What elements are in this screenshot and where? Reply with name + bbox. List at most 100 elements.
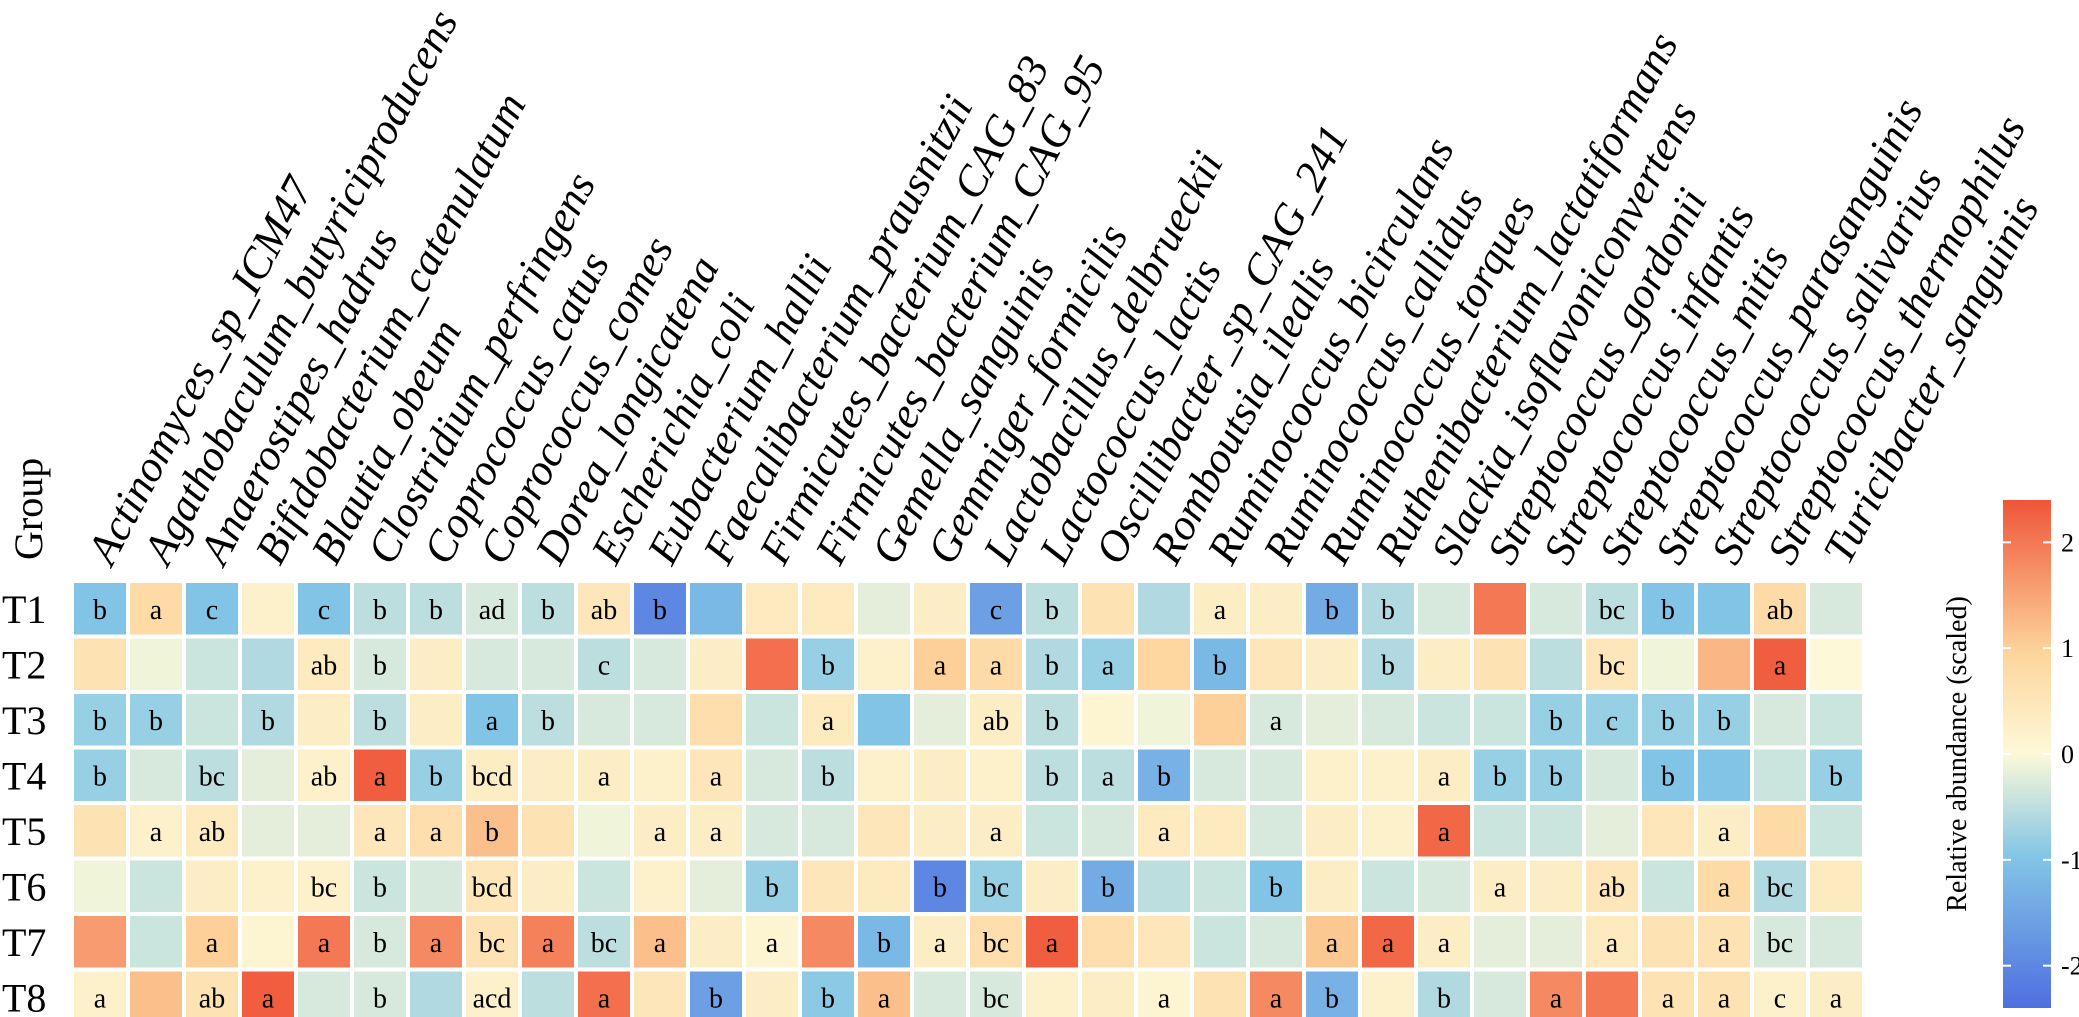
row-label: T8 xyxy=(2,975,46,1017)
significance-letter: b xyxy=(93,761,107,792)
heatmap-cell xyxy=(1082,805,1134,857)
heatmap-cell xyxy=(578,694,630,746)
heatmap-cell xyxy=(242,971,294,1017)
heatmap-cell xyxy=(1474,694,1526,746)
significance-letter: b xyxy=(373,706,387,737)
significance-letter: b xyxy=(1829,761,1843,792)
heatmap-cell xyxy=(354,694,406,746)
heatmap-cell xyxy=(74,971,126,1017)
heatmap-cell xyxy=(970,638,1022,690)
heatmap-cell xyxy=(914,860,966,912)
significance-letter: a xyxy=(654,928,667,959)
heatmap-cell xyxy=(802,583,854,635)
heatmap-cell xyxy=(634,583,686,635)
heatmap-cell xyxy=(858,583,910,635)
heatmap-cell xyxy=(858,916,910,968)
significance-letter: b xyxy=(821,761,835,792)
significance-letter: a xyxy=(1102,761,1115,792)
significance-letter: b xyxy=(1381,650,1395,681)
heatmap-cell xyxy=(1586,916,1638,968)
heatmap-cell xyxy=(1362,583,1414,635)
heatmap-cell xyxy=(746,638,798,690)
heatmap-cell xyxy=(690,860,742,912)
heatmap-cell xyxy=(298,971,350,1017)
heatmap-cell xyxy=(914,805,966,857)
heatmap-cell xyxy=(690,749,742,801)
significance-letter: b xyxy=(1045,761,1059,792)
heatmap-cell xyxy=(1026,805,1078,857)
significance-letter: bc xyxy=(479,928,505,959)
heatmap-cell xyxy=(1306,805,1358,857)
heatmap-cell xyxy=(1306,583,1358,635)
heatmap-cell xyxy=(970,805,1022,857)
heatmap-cell xyxy=(1530,694,1582,746)
heatmap-cell xyxy=(1138,971,1190,1017)
significance-letter: b xyxy=(373,928,387,959)
significance-letter: ab xyxy=(1599,872,1625,903)
significance-letter: b xyxy=(1045,706,1059,737)
heatmap-cell xyxy=(298,860,350,912)
heatmap-cell xyxy=(1306,971,1358,1017)
significance-letter: b xyxy=(93,706,107,737)
heatmap-cell xyxy=(1586,583,1638,635)
significance-letter: acd xyxy=(473,983,512,1014)
significance-letter: b xyxy=(821,983,835,1014)
heatmap-cell xyxy=(466,749,518,801)
heatmap-cell xyxy=(1810,805,1862,857)
significance-letter: bc xyxy=(1599,595,1625,626)
heatmap-cell xyxy=(1698,916,1750,968)
heatmap-cell xyxy=(466,860,518,912)
heatmap-cell xyxy=(634,805,686,857)
significance-letter: a xyxy=(1158,983,1171,1014)
significance-letter: b xyxy=(429,595,443,626)
heatmap-cell xyxy=(1306,916,1358,968)
heatmap-cell xyxy=(1474,860,1526,912)
heatmap-cell xyxy=(186,749,238,801)
heatmap-cell xyxy=(690,694,742,746)
heatmap-cell xyxy=(522,916,574,968)
significance-letter: b xyxy=(1661,595,1675,626)
heatmap-cell xyxy=(1754,971,1806,1017)
significance-letter: a xyxy=(598,761,611,792)
heatmap-cell xyxy=(1250,638,1302,690)
significance-letter: a xyxy=(1662,983,1675,1014)
significance-letter: a xyxy=(150,595,163,626)
significance-letter: a xyxy=(430,928,443,959)
heatmap-cell xyxy=(1530,583,1582,635)
heatmap-cell xyxy=(802,860,854,912)
heatmap-cell xyxy=(1194,583,1246,635)
significance-letter: b xyxy=(653,595,667,626)
heatmap-cell xyxy=(1698,971,1750,1017)
heatmap-cell xyxy=(1250,971,1302,1017)
significance-letter: bc xyxy=(1599,650,1625,681)
heatmap-cell xyxy=(1138,749,1190,801)
heatmap-cell xyxy=(186,638,238,690)
heatmap-cell xyxy=(1530,749,1582,801)
heatmap-cell xyxy=(130,916,182,968)
heatmap-cell xyxy=(74,583,126,635)
heatmap-cell xyxy=(1698,583,1750,635)
heatmap-cell xyxy=(746,971,798,1017)
significance-letter: b xyxy=(261,706,275,737)
heatmap-cell xyxy=(466,583,518,635)
heatmap-cell xyxy=(130,805,182,857)
heatmap-cell xyxy=(578,749,630,801)
significance-letter: c xyxy=(1774,983,1786,1014)
heatmap-cell xyxy=(354,971,406,1017)
heatmap-cell xyxy=(242,805,294,857)
colorbar-tick-label: 1 xyxy=(2061,634,2074,663)
heatmap-cell xyxy=(1586,749,1638,801)
significance-letter: a xyxy=(822,706,835,737)
heatmap-cell xyxy=(522,860,574,912)
heatmap-cell xyxy=(1810,638,1862,690)
significance-letter: bc xyxy=(1767,872,1793,903)
heatmap-cell xyxy=(1250,916,1302,968)
heatmap-cell xyxy=(1530,638,1582,690)
row-label: T4 xyxy=(2,753,46,798)
heatmap-cell xyxy=(298,638,350,690)
significance-letter: a xyxy=(1438,761,1451,792)
heatmap-cell xyxy=(634,638,686,690)
heatmap-cell xyxy=(1362,860,1414,912)
heatmap-cell xyxy=(1530,860,1582,912)
